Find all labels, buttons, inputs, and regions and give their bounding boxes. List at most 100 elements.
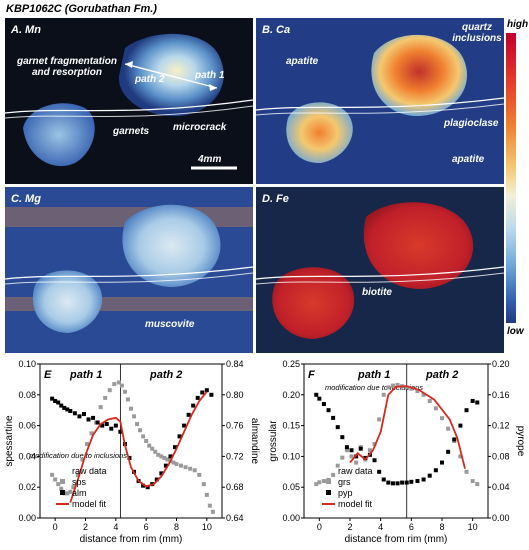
- x-axis-label: distance from rim (mm): [345, 534, 448, 545]
- sps-point: [179, 463, 184, 468]
- sps-point: [156, 452, 161, 457]
- x-tick-label: 0: [317, 522, 322, 532]
- legend-swatch-black: [326, 490, 331, 495]
- colorbar-high-label: high: [507, 19, 529, 30]
- grs-point: [415, 389, 420, 394]
- y-right-tick-label: 0.76: [226, 421, 244, 431]
- pyp-point: [427, 473, 432, 478]
- annotation-garnets: garnets: [113, 126, 150, 137]
- y-right-tick-label: 0.84: [226, 359, 244, 369]
- sps-point: [135, 422, 140, 427]
- alm-point: [168, 454, 173, 459]
- grs-point: [386, 385, 391, 390]
- sps-point: [112, 382, 117, 387]
- legend-entry: sps: [72, 477, 87, 487]
- alm-point: [65, 407, 70, 412]
- pyp-point: [344, 445, 349, 450]
- panel-b-label: B. Ca: [262, 24, 291, 36]
- y-right-axis-label: almandine: [249, 418, 260, 465]
- sps-point: [59, 486, 64, 491]
- alm-point: [209, 392, 214, 397]
- pyp-point: [386, 480, 391, 485]
- grs-point: [372, 442, 377, 447]
- sps-point: [129, 406, 133, 411]
- sps-point: [162, 455, 167, 460]
- annotation-quartz-inclusions: quartz inclusions: [452, 22, 502, 44]
- panel-c-mg-map: C. Mg muscovite: [5, 187, 253, 353]
- alm-point: [200, 390, 205, 395]
- modification-annotation: modification due to inclusions: [325, 383, 423, 392]
- y-right-tick-label: 0.68: [226, 482, 244, 492]
- y-left-tick-label: 0.08: [18, 390, 36, 400]
- sps-point: [207, 503, 212, 508]
- pyp-point: [331, 415, 336, 420]
- y-left-tick-label: 0.04: [18, 451, 36, 461]
- pyp-point: [404, 480, 409, 485]
- x-tick-label: 10: [468, 522, 478, 532]
- y-left-tick-label: 0.06: [18, 421, 36, 431]
- grs-point: [440, 416, 444, 421]
- pyp-point: [421, 477, 426, 482]
- x-tick-label: 6: [144, 522, 149, 532]
- y-left-tick-label: 0.02: [18, 482, 36, 492]
- legend-entry: grs: [338, 477, 351, 487]
- x-tick-label: 4: [378, 522, 383, 532]
- legend-title: raw data: [338, 466, 373, 476]
- y-left-tick-label: 0.05: [282, 482, 300, 492]
- y-left-tick-label: 0.10: [282, 451, 300, 461]
- sps-point: [171, 460, 176, 465]
- legend-entry: alm: [72, 488, 87, 498]
- pyp-point: [440, 460, 444, 465]
- alm-point: [159, 471, 164, 476]
- sps-point: [192, 468, 197, 473]
- colorbar-low-label: low: [507, 326, 524, 337]
- alm-point: [81, 412, 86, 417]
- y-right-tick-label: 0.08: [492, 451, 510, 461]
- x-tick-label: 2: [83, 522, 88, 532]
- y-right-tick-label: 0.04: [492, 482, 510, 492]
- legend-entry: model fit: [72, 499, 107, 509]
- x-axis-label: distance from rim (mm): [80, 534, 183, 545]
- fe-map-image: [256, 187, 504, 353]
- y-right-tick-label: 0.00: [492, 513, 510, 523]
- sps-point: [174, 462, 179, 467]
- grs-point: [349, 454, 354, 459]
- mn-map-image: [5, 33, 253, 170]
- pyp-point: [452, 437, 457, 442]
- grs-point: [340, 455, 345, 460]
- annotation-plagioclase: plagioclase: [444, 118, 499, 129]
- colorbar: [506, 33, 516, 323]
- pyp-point: [335, 425, 340, 430]
- legend-swatch-gray: [60, 479, 65, 484]
- modification-annotation: modification due to inclusions: [29, 451, 127, 460]
- panel-d-fe-map: D. Fe biotite: [256, 187, 504, 353]
- sps-point: [147, 443, 152, 448]
- annotation-apatite-2: apatite: [452, 154, 485, 165]
- sps-point: [204, 492, 209, 497]
- grs-point: [404, 385, 409, 390]
- model-fit-line: [349, 385, 466, 469]
- sps-point: [144, 439, 149, 443]
- grs-point: [354, 460, 359, 465]
- sps-point: [153, 449, 158, 454]
- y-left-tick-label: 0.10: [18, 359, 36, 369]
- ca-map-image: [256, 34, 504, 164]
- sps-point: [116, 380, 121, 385]
- sps-point: [98, 405, 103, 410]
- sps-point: [138, 428, 143, 433]
- alm-point: [77, 414, 82, 419]
- alm-point: [104, 422, 109, 427]
- panel-d-label: D. Fe: [262, 193, 289, 205]
- sps-point: [159, 454, 164, 459]
- y-right-tick-label: 0.72: [226, 451, 244, 461]
- grs-point: [427, 398, 432, 403]
- alm-point: [113, 423, 118, 428]
- alm-point: [186, 412, 191, 417]
- annotation-path-1: path 1: [195, 70, 225, 81]
- scale-bar-label: 4mm: [198, 154, 222, 165]
- pyp-point: [358, 446, 363, 451]
- pyp-point: [458, 423, 463, 428]
- legend-title: raw data: [72, 466, 107, 476]
- sps-point: [89, 431, 94, 436]
- grs-point: [321, 479, 326, 484]
